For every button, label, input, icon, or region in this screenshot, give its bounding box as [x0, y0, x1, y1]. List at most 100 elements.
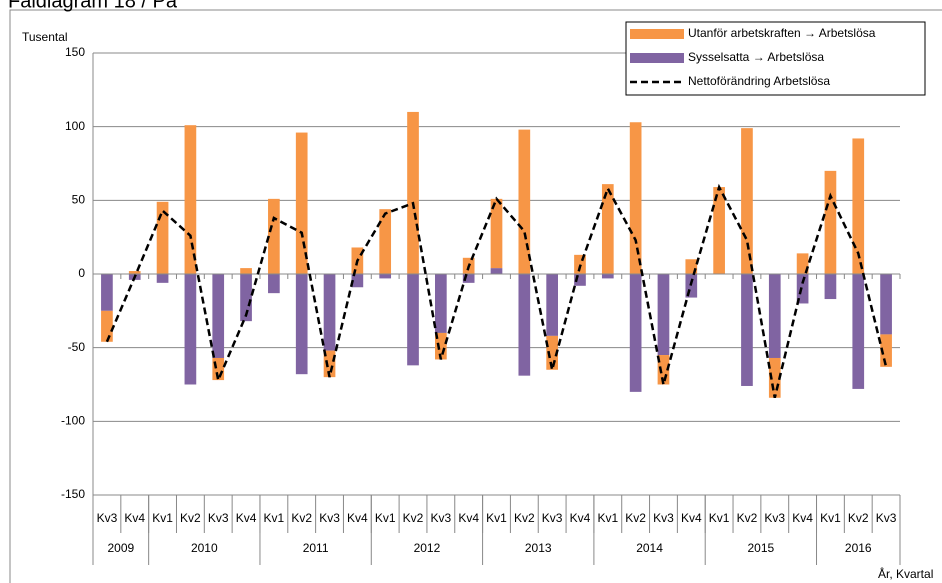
- x-tick-label: Kv3: [876, 511, 897, 525]
- bar: [880, 334, 892, 367]
- bar: [657, 274, 670, 356]
- x-tick-label: Kv3: [208, 511, 229, 525]
- bar: [323, 350, 336, 378]
- bar: [880, 274, 892, 335]
- x-tick-label: Kv1: [597, 511, 618, 525]
- x-tick-label: Kv1: [486, 511, 507, 525]
- bar: [629, 122, 642, 274]
- x-tick-label: Kv1: [152, 511, 173, 525]
- bar: [546, 274, 558, 336]
- year-label: 2013: [525, 541, 552, 555]
- bar: [657, 355, 670, 385]
- x-tick-label: Kv2: [180, 511, 201, 525]
- bar: [824, 274, 837, 300]
- x-tick-label: Kv4: [570, 511, 591, 525]
- x-tick-label: Kv4: [458, 511, 479, 525]
- bar: [601, 184, 614, 274]
- bar: [741, 128, 753, 274]
- x-tick-label: Kv2: [737, 511, 758, 525]
- bar: [462, 274, 475, 283]
- bar: [574, 274, 586, 286]
- bar: [601, 274, 614, 279]
- bar: [101, 310, 113, 342]
- x-tick-label: Kv2: [514, 511, 535, 525]
- y-tick-label: -150: [61, 487, 85, 501]
- bar: [379, 209, 392, 274]
- year-label: 2012: [414, 541, 441, 555]
- chart-title: Faldiagram 18 / Pa: [8, 0, 178, 12]
- bar: [407, 111, 419, 274]
- y-axis-label: Tusental: [22, 30, 68, 44]
- bar: [351, 274, 364, 288]
- bar: [685, 274, 698, 298]
- x-tick-label: Kv2: [848, 511, 869, 525]
- bar: [323, 274, 336, 351]
- x-tick-label: Kv4: [236, 511, 257, 525]
- legend-label: Nettoförändring Arbetslösa: [688, 74, 830, 88]
- bar: [435, 332, 447, 360]
- bar: [741, 274, 753, 386]
- bar: [435, 274, 447, 333]
- bar: [518, 129, 531, 274]
- x-tick-label: Kv4: [681, 511, 702, 525]
- y-tick-label: 50: [72, 193, 86, 207]
- bar: [629, 274, 642, 392]
- bar: [240, 274, 252, 322]
- x-tick-label: Kv4: [792, 511, 813, 525]
- bar: [546, 335, 558, 370]
- x-tick-label: Kv4: [124, 511, 145, 525]
- bar: [407, 274, 419, 366]
- y-tick-label: -100: [61, 414, 85, 428]
- bar: [713, 187, 725, 274]
- bar: [184, 125, 197, 275]
- bar: [518, 274, 531, 376]
- x-tick-label: Kv1: [264, 511, 285, 525]
- y-tick-label: 100: [65, 119, 85, 133]
- x-tick-label: Kv1: [709, 511, 730, 525]
- x-axis-label: År, Kvartal: [878, 566, 933, 581]
- bar: [128, 271, 141, 274]
- bar: [295, 132, 308, 274]
- x-tick-label: Kv3: [542, 511, 563, 525]
- bar: [852, 138, 865, 274]
- x-tick-label: Kv2: [625, 511, 646, 525]
- bar: [796, 274, 809, 304]
- bar: [685, 259, 698, 274]
- year-label: 2016: [845, 541, 872, 555]
- y-tick-label: -50: [68, 340, 86, 354]
- bar: [101, 274, 113, 311]
- legend-swatch: [630, 53, 684, 63]
- year-label: 2009: [107, 541, 134, 555]
- bar: [824, 170, 837, 274]
- x-tick-label: Kv2: [291, 511, 312, 525]
- bar: [268, 274, 280, 294]
- x-tick-label: Kv3: [97, 511, 118, 525]
- x-tick-label: Kv3: [431, 511, 452, 525]
- bar: [240, 268, 252, 274]
- chart-frame: [9, 9, 942, 583]
- line-series: [105, 183, 888, 399]
- bar: [379, 274, 392, 279]
- year-label: 2011: [303, 541, 329, 555]
- bar: [156, 274, 169, 283]
- y-tick-label: 150: [65, 45, 85, 59]
- legend-label: Utanför arbetskraften → Arbetslösa: [688, 26, 876, 40]
- legend-swatch: [630, 29, 684, 39]
- x-tick-label: Kv2: [403, 511, 424, 525]
- bar: [212, 274, 225, 358]
- x-tick-label: Kv1: [375, 511, 396, 525]
- x-tick-label: Kv3: [764, 511, 785, 525]
- x-tick-label: Kv1: [820, 511, 841, 525]
- bar: [295, 274, 308, 375]
- legend-label: Sysselsatta → Arbetslösa: [688, 50, 824, 64]
- bar: [490, 198, 503, 269]
- bar: [796, 253, 809, 274]
- year-label: 2010: [191, 541, 218, 555]
- x-tick-label: Kv3: [653, 511, 674, 525]
- bar: [184, 274, 197, 385]
- x-tick-label: Kv4: [347, 511, 368, 525]
- bar: [490, 268, 503, 274]
- bar: [768, 357, 781, 398]
- bar: [768, 274, 781, 358]
